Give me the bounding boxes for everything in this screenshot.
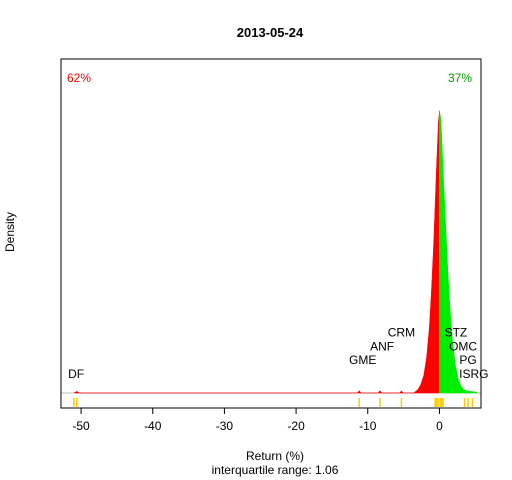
iqr-subtitle: interquartile range: 1.06 xyxy=(212,463,339,477)
annotation-omc: OMC xyxy=(449,339,477,353)
x-tick-label-4: -10 xyxy=(359,419,377,433)
x-tick-label-5: 0 xyxy=(436,419,443,433)
negative-percent-label: 62% xyxy=(67,71,91,85)
plot-frame xyxy=(60,58,482,409)
annotation-anf: ANF xyxy=(370,339,394,353)
annotation-isrg: ISRG xyxy=(459,367,488,381)
annotation-crm: CRM xyxy=(388,326,415,340)
positive-percent-label: 37% xyxy=(448,71,472,85)
chart-title: 2013-05-24 xyxy=(237,25,304,40)
y-axis-label: Density xyxy=(3,212,17,252)
x-tick-label-3: -20 xyxy=(287,419,305,433)
annotation-gme: GME xyxy=(349,353,376,367)
x-axis-label: Return (%) xyxy=(246,449,304,463)
negative-density-area xyxy=(72,110,440,394)
annotation-stz: STZ xyxy=(445,326,468,340)
positive-density-area xyxy=(439,110,479,394)
annotation-df: DF xyxy=(68,367,84,381)
x-tick-label-0: -50 xyxy=(72,419,90,433)
x-tick-label-2: -30 xyxy=(216,419,234,433)
x-tick-label-1: -40 xyxy=(144,419,162,433)
annotation-pg: PG xyxy=(459,353,476,367)
